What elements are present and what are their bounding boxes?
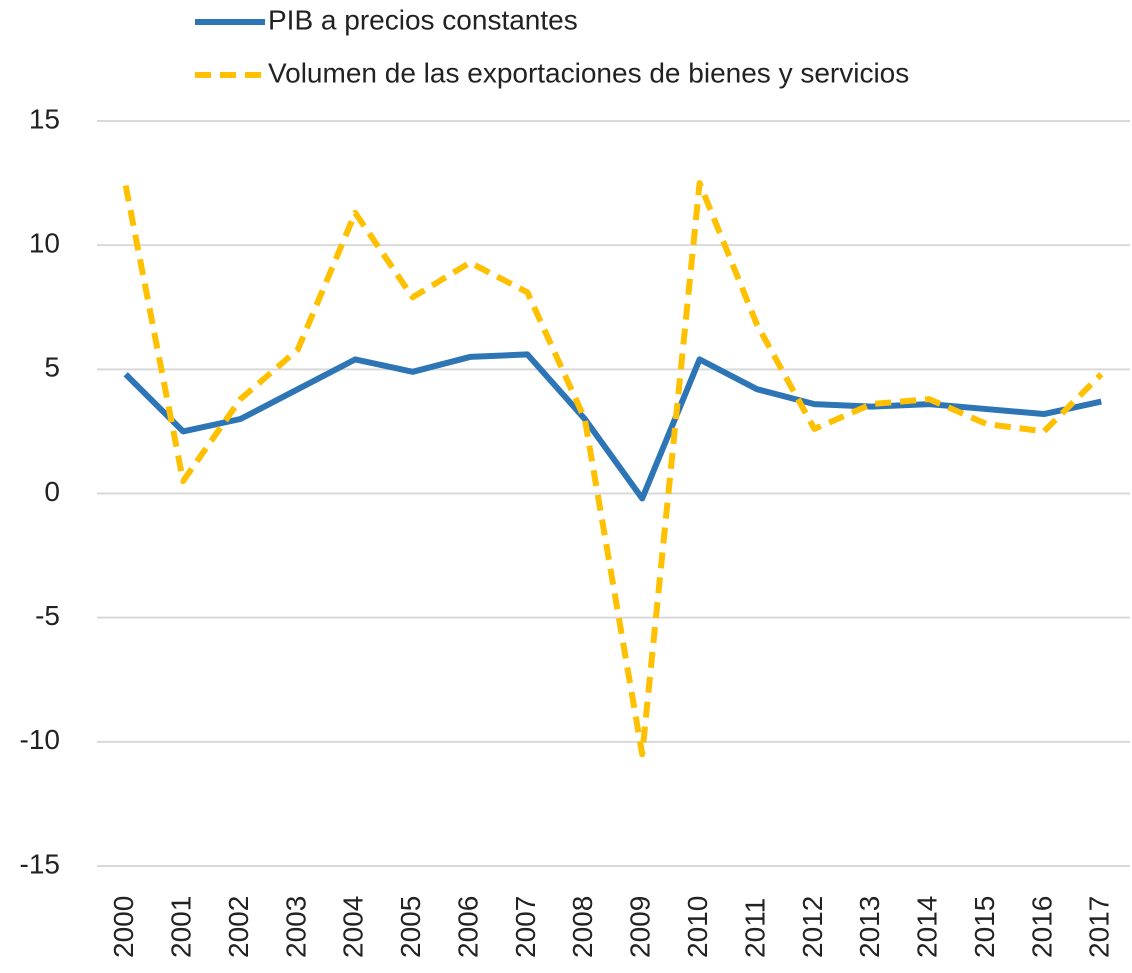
x-tick-label: 2006 <box>452 896 483 958</box>
x-tick-label: 2014 <box>912 896 943 958</box>
y-tick-label: 15 <box>29 103 60 134</box>
x-tick-label: 2017 <box>1084 896 1115 958</box>
x-tick-label: 2001 <box>165 896 196 958</box>
x-tick-label: 2002 <box>223 896 254 958</box>
x-tick-label: 2015 <box>969 896 1000 958</box>
x-tick-label: 2005 <box>395 896 426 958</box>
legend-label: PIB a precios constantes <box>268 4 578 35</box>
legend-label: Volumen de las exportaciones de bienes y… <box>268 57 909 88</box>
x-tick-label: 2012 <box>797 896 828 958</box>
x-tick-label: 2000 <box>108 896 139 958</box>
x-tick-label: 2011 <box>739 898 770 958</box>
x-tick-label: 2004 <box>338 896 369 958</box>
y-tick-label: -15 <box>20 848 60 879</box>
x-tick-label: 2007 <box>510 896 541 958</box>
x-tick-label: 2009 <box>625 896 656 958</box>
x-tick-label: 2013 <box>854 896 885 958</box>
series-line <box>123 351 1102 502</box>
y-tick-label: 10 <box>29 228 60 259</box>
y-tick-label: -5 <box>35 600 60 631</box>
y-tick-label: -10 <box>20 724 60 755</box>
y-tick-label: 0 <box>44 476 60 507</box>
x-tick-label: 2003 <box>280 896 311 958</box>
y-tick-label: 5 <box>44 352 60 383</box>
x-tick-label: 2016 <box>1026 896 1057 958</box>
series-line <box>122 180 1104 758</box>
x-tick-label: 2008 <box>567 896 598 958</box>
x-tick-label: 2010 <box>682 896 713 958</box>
